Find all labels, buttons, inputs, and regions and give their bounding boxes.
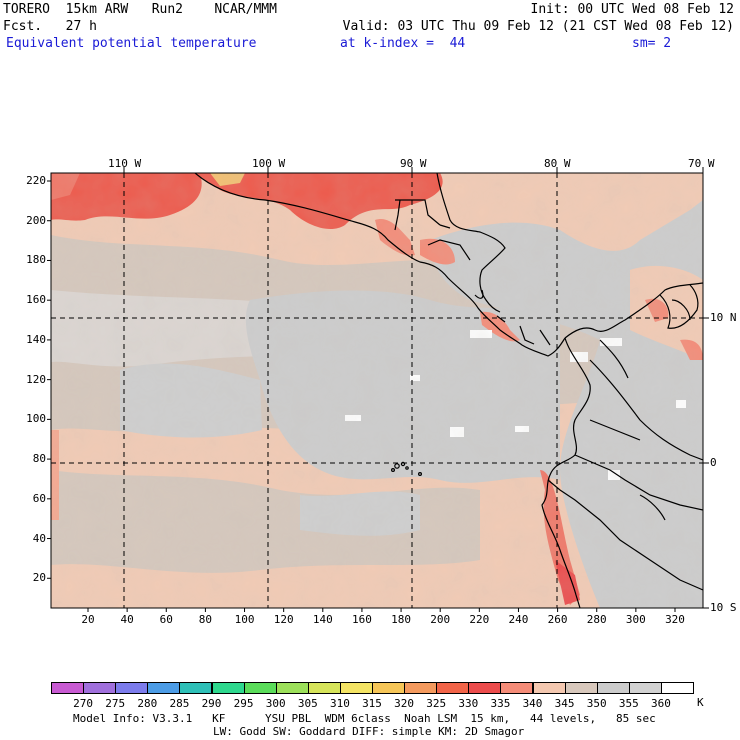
x-grid-label: 20 (81, 613, 95, 626)
x-grid-label: 320 (665, 613, 685, 626)
y-grid-label: 140 (26, 332, 46, 346)
graticule (51, 173, 703, 608)
colorbar-swatch (372, 682, 406, 694)
x-grid-label: 140 (312, 613, 333, 626)
colorbar-label: 335 (490, 697, 511, 710)
colorbar-swatch (404, 682, 438, 694)
lon-label-70w: 70 W (688, 157, 715, 170)
colorbar-swatch (500, 682, 534, 694)
temperature-field (51, 173, 703, 608)
init-time: Init: 00 UTC Wed 08 Feb 12 (530, 2, 735, 17)
lat-label-10n: 10 N (710, 311, 737, 324)
x-grid-label: 180 (391, 613, 411, 626)
colorbar-swatch (243, 682, 277, 694)
physics-info: LW: Godd SW: Goddard DIFF: simple KM: 2D… (213, 725, 525, 738)
x-grid-label: 60 (159, 613, 173, 626)
coastlines (194, 173, 703, 608)
x-grid-label: 40 (120, 613, 134, 626)
y-grid-label: 80 (32, 452, 46, 466)
x-grid-label: 80 (198, 613, 213, 626)
colorbar-swatch (147, 682, 181, 694)
lat-label-10s: 10 S (710, 601, 737, 614)
colorbar-swatch (468, 682, 502, 694)
lon-label-110w: 110 W (108, 157, 142, 170)
colorbar-label: 355 (618, 697, 639, 710)
x-grid-label: 300 (625, 613, 646, 626)
colorbar-label: 285 (169, 697, 190, 710)
y-grid-label: 220 (26, 174, 46, 187)
y-grid-label: 60 (32, 491, 46, 505)
y-grid-label: 100 (26, 412, 46, 426)
colorbar-label: 360 (650, 697, 671, 710)
colorbar-label: 345 (554, 697, 575, 710)
valid-time: Valid: 03 UTC Thu 09 Feb 12 (21 CST Wed … (342, 19, 734, 34)
y-grid-label: 160 (26, 293, 46, 307)
colorbar-swatch (179, 682, 213, 694)
colorbar-swatch (596, 682, 630, 694)
x-grid-label: 120 (273, 613, 294, 626)
x-grid-label: 200 (430, 613, 451, 626)
x-grid-label: 100 (234, 613, 255, 626)
y-grid-label: 200 (26, 213, 46, 227)
colorbar-swatch (564, 682, 598, 694)
colorbar-label: 330 (458, 697, 479, 710)
x-grid-label: 240 (508, 613, 529, 626)
colorbar-swatch (307, 682, 341, 694)
colorbar-swatch (211, 682, 245, 694)
colorbar-swatch (532, 682, 566, 694)
colorbar-label: 350 (586, 697, 607, 710)
colorbar-label: 295 (233, 697, 254, 710)
level-label: at k-index = 44 (340, 36, 466, 51)
forecast-hour: Fcst. 27 h (3, 19, 97, 34)
y-grid-label: 180 (26, 253, 46, 267)
smoothing-label: sm= 2 (632, 36, 672, 51)
colorbar-swatch (436, 682, 470, 694)
colorbar-label: 275 (105, 697, 126, 710)
y-grid-label: 20 (32, 571, 46, 585)
colorbar-label: 325 (426, 697, 447, 710)
colorbar-swatch (660, 682, 694, 694)
colorbar-label: 315 (362, 697, 382, 710)
colorbar-swatch (51, 682, 85, 694)
colorbar-label: 320 (394, 697, 415, 710)
y-grid-label: 120 (26, 372, 46, 386)
run-title: TORERO 15km ARW Run2 NCAR/MMM (3, 2, 277, 17)
colorbar-label: 300 (265, 697, 286, 710)
lon-label-80w: 80 W (544, 157, 571, 170)
lon-label-90w: 90 W (400, 157, 427, 170)
x-grid-label: 260 (547, 613, 568, 626)
colorbar-swatch (339, 682, 373, 694)
colorbar-units: K (697, 696, 704, 709)
colorbar-swatch (628, 682, 662, 694)
lat-label-0: 0 (710, 456, 717, 469)
colorbar-swatch (275, 682, 309, 694)
colorbar-label: 305 (297, 697, 318, 710)
colorbar-swatch (115, 682, 149, 694)
colorbar-label: 270 (73, 697, 94, 710)
colorbar-label: 290 (201, 697, 222, 710)
field-name: Equivalent potential temperature (6, 36, 257, 51)
model-info: Model Info: V3.3.1 KF YSU PBL WDM 6class… (73, 712, 656, 725)
x-grid-label: 220 (469, 613, 490, 626)
colorbar-swatch (83, 682, 117, 694)
plot-frame (50, 172, 704, 609)
lon-label-100w: 100 W (252, 157, 286, 170)
colorbar-label: 310 (329, 697, 350, 710)
colorbar-label: 340 (522, 697, 543, 710)
equivalent-potential-temperature-map (47, 167, 709, 612)
y-grid-label: 40 (32, 531, 46, 545)
x-grid-label: 160 (351, 613, 372, 626)
colorbar-label: 280 (137, 697, 158, 710)
x-grid-label: 280 (586, 613, 607, 626)
